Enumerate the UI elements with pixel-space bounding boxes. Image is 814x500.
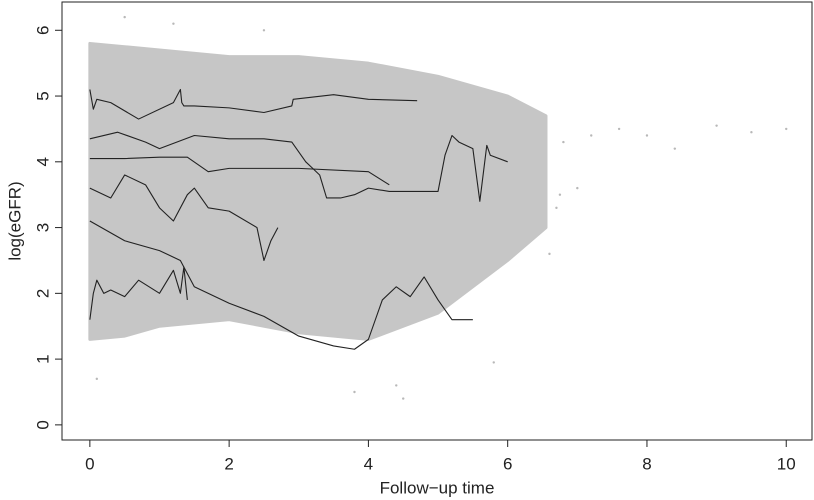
trajectory [89,220,473,350]
data-cloud [88,41,548,341]
x-tick-label: 0 [85,454,94,473]
point [123,15,126,19]
point [548,252,551,256]
point [673,147,677,150]
point [95,377,99,381]
x-tick-label: 10 [777,454,796,473]
trajectory [89,131,508,202]
x-axis-label: Follow−up time [380,478,495,497]
y-tick-label: 5 [33,91,52,100]
plot-frame [61,1,813,441]
trajectory [89,174,279,262]
trajectory [89,88,418,120]
point [353,390,356,394]
x-tick-label: 2 [224,454,233,473]
trajectory [89,156,390,186]
trajectory [89,266,188,320]
point [555,206,558,210]
point [402,397,405,400]
point [576,186,579,190]
point [492,361,495,364]
y-tick-label: 1 [33,354,52,363]
point [715,124,718,127]
point [750,131,753,134]
point [262,29,266,32]
y-tick-label: 6 [33,26,52,35]
point [558,193,562,196]
x-tick-label: 6 [503,454,512,473]
point [645,134,649,137]
y-axis-label: log(eGFR) [5,181,24,260]
point [395,384,398,387]
point [172,22,175,25]
y-tick-label: 0 [33,420,52,429]
point [590,134,593,137]
x-tick-label: 4 [364,454,373,473]
y-tick-label: 2 [33,289,52,298]
point [617,127,621,131]
y-tick-label: 3 [33,223,52,232]
point [785,127,788,131]
y-tick-label: 4 [33,157,52,166]
point [562,140,565,144]
x-tick-label: 8 [642,454,651,473]
